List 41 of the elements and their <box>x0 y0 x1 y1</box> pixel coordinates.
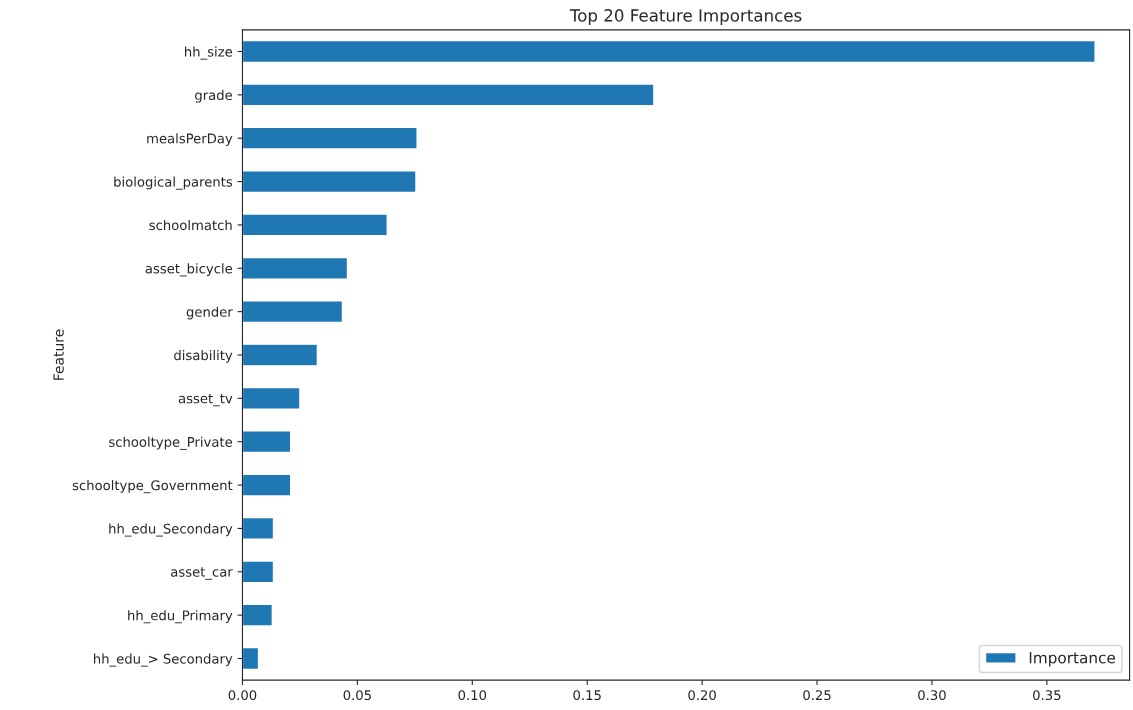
y-tick-label: disability <box>174 349 233 363</box>
x-tick-label: 0.00 <box>228 690 257 701</box>
bar <box>242 560 275 584</box>
y-tick-label: hh_size <box>185 46 233 60</box>
y-tick-label: hh_edu_Secondary <box>109 523 233 537</box>
chart-title: Top 20 Feature Importances <box>569 9 802 25</box>
bar <box>242 646 260 671</box>
bar <box>242 213 388 237</box>
y-tick-label: gender <box>186 306 233 320</box>
y-axis-title: Feature <box>53 329 64 380</box>
x-tick-label: 0.35 <box>1033 690 1061 701</box>
y-tick-label: hh_edu_Primary <box>128 610 233 624</box>
y-tick-label: schooltype_Government <box>72 480 233 494</box>
x-tick-label: 0.05 <box>343 690 371 701</box>
bar <box>242 516 275 540</box>
x-tick-label: 0.30 <box>918 690 946 701</box>
y-tick-label: asset_car <box>171 567 233 580</box>
y-tick-label: grade <box>195 89 233 103</box>
y-tick-label: asset_tv <box>178 393 233 407</box>
bar <box>242 603 274 627</box>
x-tick-label: 0.15 <box>573 690 601 701</box>
bar <box>242 256 349 280</box>
legend-label: Importance <box>1029 652 1116 667</box>
y-tick-label: schoolmatch <box>149 219 232 231</box>
y-tick-label: hh_edu_> Secondary <box>94 653 233 667</box>
y-tick-label: schooltype_Private <box>109 436 233 450</box>
bar <box>242 300 344 324</box>
y-tick-label: mealsPerDay <box>147 133 233 146</box>
x-tick-label: 0.25 <box>803 690 831 701</box>
bar <box>242 170 417 194</box>
bar <box>242 83 655 107</box>
y-tick-label: asset_bicycle <box>145 263 233 277</box>
bar <box>242 343 319 367</box>
bar <box>242 430 292 454</box>
bar <box>242 126 418 150</box>
bar <box>242 473 292 497</box>
x-tick-label: 0.20 <box>688 690 716 701</box>
bar <box>242 39 1096 64</box>
x-tick-label: 0.10 <box>458 690 487 701</box>
bar <box>242 386 301 410</box>
y-tick-label: biological_parents <box>114 176 233 190</box>
